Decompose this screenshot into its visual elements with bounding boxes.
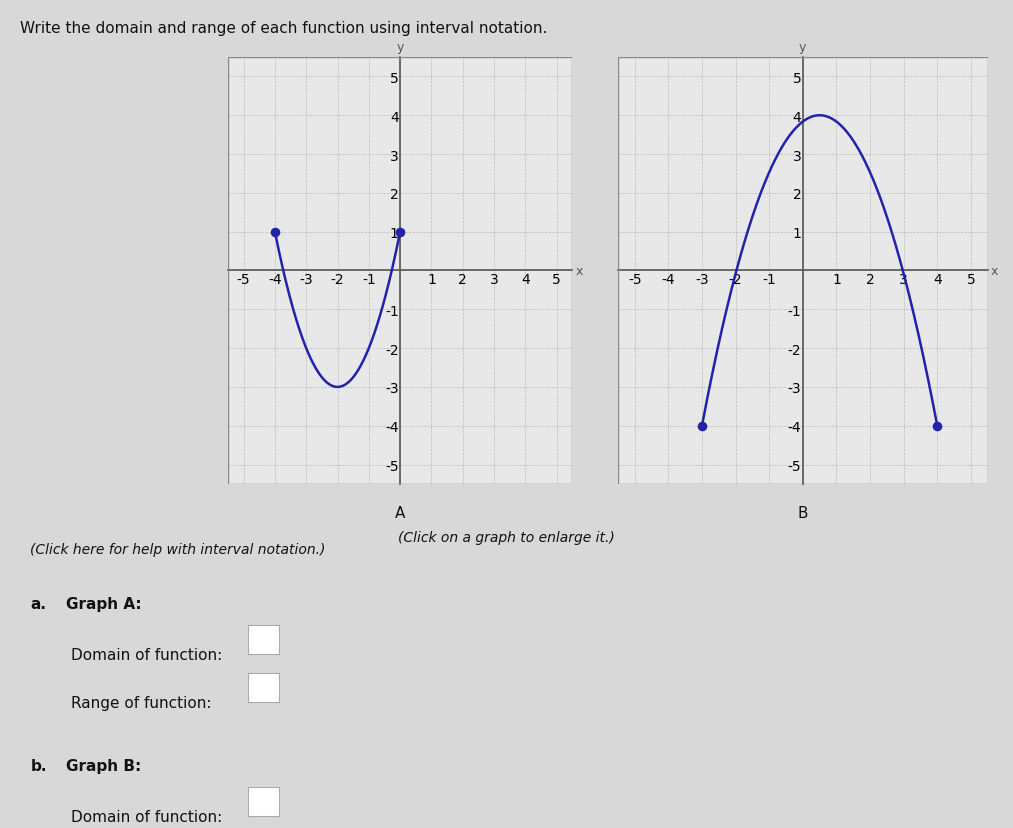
Text: y: y: [799, 41, 806, 54]
Text: Range of function:: Range of function:: [71, 696, 212, 710]
Text: a.: a.: [30, 596, 47, 611]
Text: y: y: [396, 41, 404, 54]
Text: (Click here for help with interval notation.): (Click here for help with interval notat…: [30, 542, 326, 556]
Text: B: B: [797, 505, 808, 520]
Text: Graph B:: Graph B:: [66, 758, 141, 773]
Point: [694, 420, 710, 433]
Text: Domain of function:: Domain of function:: [71, 809, 222, 824]
Text: Write the domain and range of each function using interval notation.: Write the domain and range of each funct…: [20, 21, 548, 36]
Text: Domain of function:: Domain of function:: [71, 647, 222, 662]
Text: Graph A:: Graph A:: [66, 596, 142, 611]
Text: b.: b.: [30, 758, 47, 773]
Text: x: x: [575, 265, 582, 277]
Point: [266, 226, 283, 239]
Text: A: A: [395, 505, 405, 520]
Point: [929, 420, 945, 433]
Text: (Click on a graph to enlarge it.): (Click on a graph to enlarge it.): [398, 530, 615, 544]
Point: [392, 226, 408, 239]
Text: x: x: [991, 265, 999, 277]
